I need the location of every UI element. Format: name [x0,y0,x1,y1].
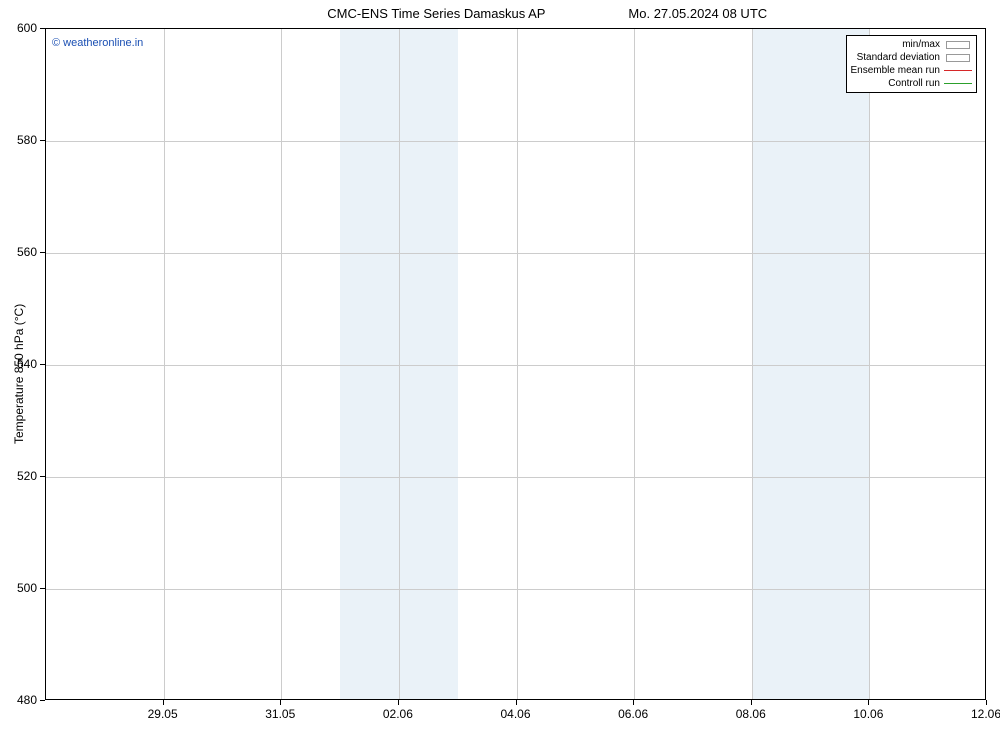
y-tick-label: 560 [11,245,37,259]
x-tick-label: 02.06 [383,707,413,721]
gridline-vertical [634,29,635,699]
x-tick-mark [398,700,399,705]
legend-label: min/max [902,38,940,51]
x-tick-mark [868,700,869,705]
gridline-horizontal [46,477,985,478]
x-tick-mark [751,700,752,705]
legend-item: min/max [851,38,973,51]
plot-area: © weatheronline.in min/maxStandard devia… [45,28,986,700]
x-tick-label: 29.05 [148,707,178,721]
x-tick-mark [986,700,987,705]
gridline-vertical [281,29,282,699]
y-tick-label: 600 [11,21,37,35]
attribution: © weatheronline.in [52,37,143,49]
gridline-horizontal [46,589,985,590]
x-tick-label: 31.05 [265,707,295,721]
legend-item: Standard deviation [851,51,973,64]
chart-container: { "chart": { "type": "line", "title_left… [0,0,1000,733]
y-tick-label: 520 [11,469,37,483]
x-tick-label: 06.06 [618,707,648,721]
y-tick-label: 480 [11,693,37,707]
y-tick-label: 580 [11,133,37,147]
y-axis-label: Temperature 850 hPa (°C) [12,304,26,444]
gridline-horizontal [46,141,985,142]
x-tick-mark [516,700,517,705]
legend-item: Controll run [851,77,973,90]
y-tick-mark [40,588,45,589]
attribution-text: © weatheronline.in [52,37,143,49]
gridline-horizontal [46,253,985,254]
legend-item: Ensemble mean run [851,64,973,77]
gridline-vertical [752,29,753,699]
x-tick-label: 08.06 [736,707,766,721]
y-tick-mark [40,476,45,477]
legend-swatch [944,40,972,50]
legend-label: Ensemble mean run [851,64,941,77]
y-tick-mark [40,140,45,141]
legend-swatch [944,66,972,76]
gridline-vertical [399,29,400,699]
x-tick-mark [280,700,281,705]
y-tick-mark [40,252,45,253]
legend-label: Standard deviation [857,51,940,64]
legend: min/maxStandard deviationEnsemble mean r… [846,35,978,93]
x-tick-mark [633,700,634,705]
gridline-vertical [164,29,165,699]
x-tick-label: 12.06 [971,707,1000,721]
legend-swatch [944,53,972,63]
gridline-vertical [869,29,870,699]
y-tick-mark [40,700,45,701]
y-tick-mark [40,28,45,29]
y-tick-label: 540 [11,357,37,371]
gridline-horizontal [46,365,985,366]
legend-label: Controll run [888,77,940,90]
chart-title-left: CMC-ENS Time Series Damaskus AP [327,6,545,21]
x-tick-label: 10.06 [853,707,883,721]
weekend-shade [752,29,870,699]
x-tick-mark [163,700,164,705]
x-tick-label: 04.06 [500,707,530,721]
y-tick-mark [40,364,45,365]
y-tick-label: 500 [11,581,37,595]
gridline-vertical [517,29,518,699]
chart-title-right: Mo. 27.05.2024 08 UTC [628,6,767,21]
legend-swatch [944,79,972,89]
